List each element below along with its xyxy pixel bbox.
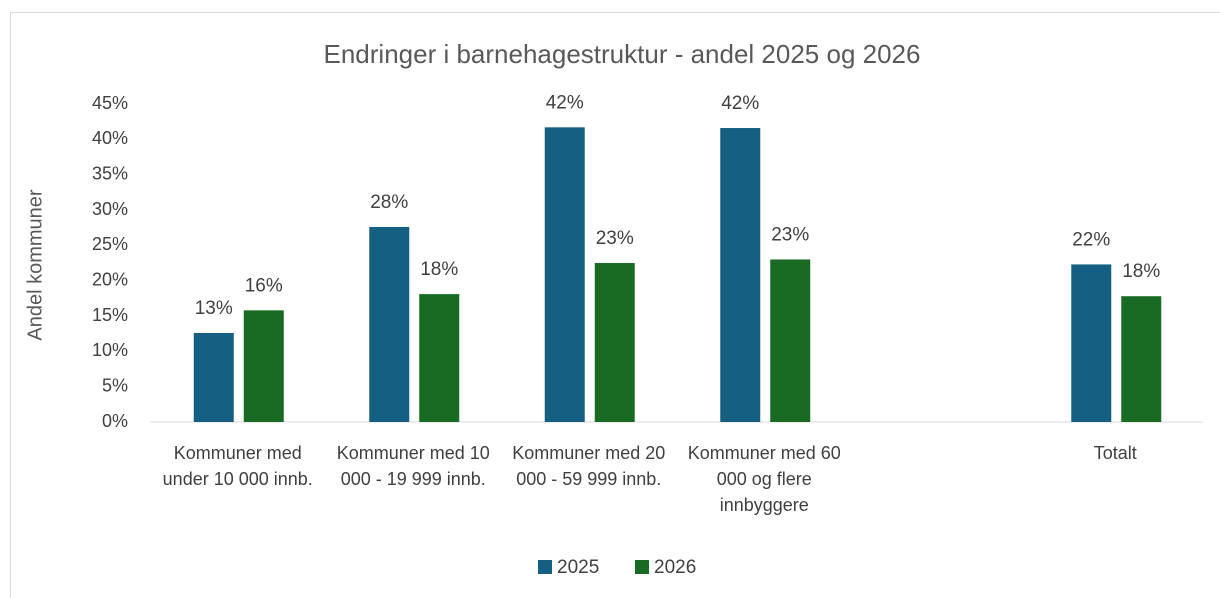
y-tick-label: 10% (92, 340, 128, 360)
y-tick-label: 0% (102, 411, 128, 431)
bar (544, 127, 585, 422)
y-tick-label: 5% (102, 375, 128, 395)
data-label: 18% (420, 259, 458, 280)
x-tick-label: Kommuner med under 10 000 innb. (162, 443, 313, 489)
y-tick-label: 45% (92, 93, 128, 113)
data-label: 22% (1072, 229, 1110, 250)
legend-swatch (635, 560, 649, 574)
bar (243, 310, 284, 422)
data-label: 13% (195, 298, 233, 319)
y-tick-label: 25% (92, 234, 128, 254)
x-tick-label: Totalt (1093, 443, 1137, 463)
legend-label: 2026 (654, 557, 696, 578)
y-tick-label: 20% (92, 269, 128, 289)
bar (720, 128, 761, 422)
y-tick-label: 35% (92, 163, 128, 183)
y-tick-label: 15% (92, 305, 128, 325)
bar (369, 226, 410, 422)
y-tick-label: 40% (92, 128, 128, 148)
bar (419, 294, 460, 422)
bar (1121, 296, 1162, 422)
data-label: 18% (1122, 261, 1160, 282)
y-tick-label: 30% (92, 199, 128, 219)
x-tick-label: Kommuner med 10 000 - 19 999 innb. (336, 443, 490, 489)
data-label: 42% (721, 93, 759, 114)
y-axis-title: Andel kommuner (24, 189, 46, 341)
x-tick-label: Kommuner med 60 000 og flere innbyggere (687, 443, 841, 515)
legend-label: 2025 (557, 557, 599, 578)
bar (1071, 264, 1112, 422)
bar (770, 259, 811, 422)
data-label: 16% (245, 275, 283, 296)
x-tick-label: Kommuner med 20 000 - 59 999 innb. (512, 443, 666, 489)
legend-swatch (538, 560, 552, 574)
data-label: 23% (596, 228, 634, 249)
data-label: 42% (546, 92, 584, 113)
bar (193, 332, 234, 422)
data-label: 23% (771, 224, 809, 245)
data-label: 28% (370, 192, 408, 213)
bar (594, 263, 635, 422)
chart-title: Endringer i barnehagestruktur - andel 20… (324, 39, 921, 69)
